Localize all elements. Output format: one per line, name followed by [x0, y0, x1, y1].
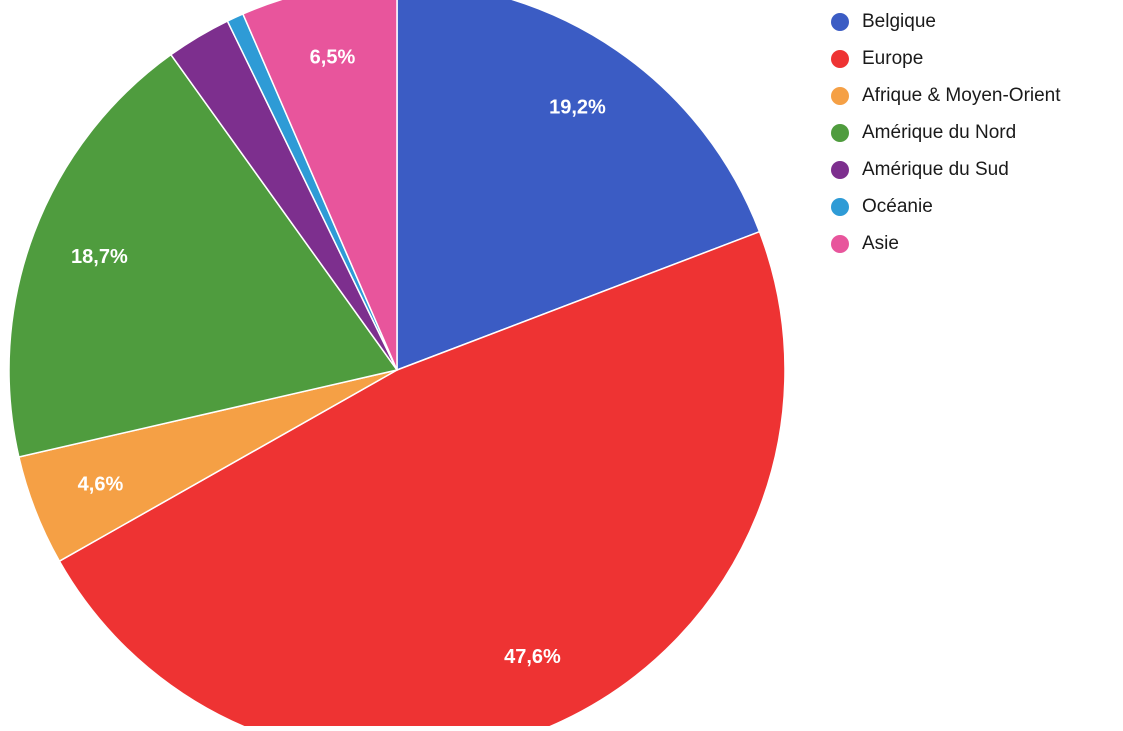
legend-swatch-belgique [831, 13, 849, 31]
pie-slice-europe [58, 230, 786, 731]
slice-label-afrique-and-moyen-orient: 4,6% [78, 474, 124, 496]
pie-slice-amerique-du-nord [8, 53, 399, 458]
legend-item-afrique-and-moyen-orient: Afrique & Moyen-Orient [831, 85, 1061, 106]
legend-item-belgique: Belgique [831, 11, 936, 32]
legend-swatch-asie [831, 235, 849, 253]
pie-slice-labels: 19,2% 47,6% 4,6% 18,7% 6,5% [71, 47, 606, 668]
pie-slices [8, 0, 786, 731]
legend-swatch-oceanie [831, 198, 849, 216]
legend-label-amerique-du-sud: Amérique du Sud [862, 159, 1009, 180]
legend-item-asie: Asie [831, 233, 899, 254]
pie-slice-belgique [396, 0, 761, 372]
legend: Belgique Europe Afrique & Moyen-Orient Amér… [831, 11, 1061, 254]
legend-swatch-amerique-du-sud [831, 161, 849, 179]
slice-label-europe: 47,6% [504, 646, 561, 668]
legend-swatch-europe [831, 50, 849, 68]
legend-label-europe: Europe [862, 48, 923, 69]
legend-swatch-amerique-du-nord [831, 124, 849, 142]
legend-label-amerique-du-nord: Amérique du Nord [862, 122, 1016, 143]
legend-swatch-afrique-and-moyen-orient [831, 87, 849, 105]
legend-item-amerique-du-nord: Amérique du Nord [831, 122, 1016, 143]
slice-label-asie: 6,5% [310, 47, 356, 69]
legend-item-europe: Europe [831, 48, 923, 69]
slice-label-belgique: 19,2% [549, 96, 606, 118]
legend-label-asie: Asie [862, 233, 899, 254]
pie-slice-asie [241, 0, 398, 371]
slice-label-amerique-du-nord: 18,7% [71, 246, 128, 268]
legend-label-oceanie: Océanie [862, 196, 933, 217]
legend-item-oceanie: Océanie [831, 196, 933, 217]
legend-label-afrique-and-moyen-orient: Afrique & Moyen-Orient [862, 85, 1061, 106]
legend-label-belgique: Belgique [862, 11, 936, 32]
legend-item-amerique-du-sud: Amérique du Sud [831, 159, 1009, 180]
